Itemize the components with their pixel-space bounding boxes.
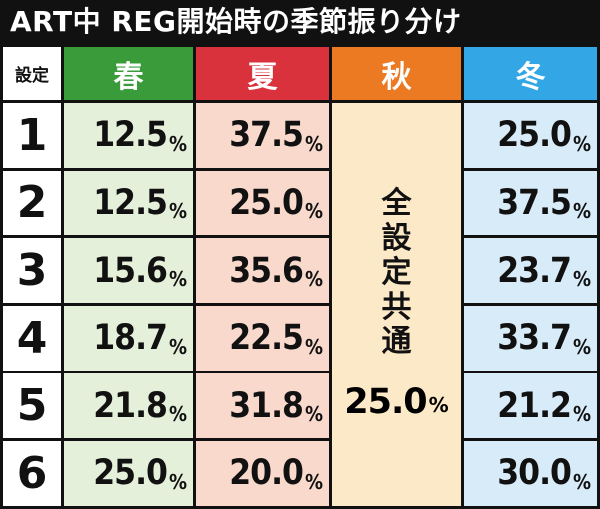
- setting-number: 2: [3, 170, 61, 236]
- percent-sign: %: [168, 469, 187, 494]
- setting-number: 1: [3, 103, 61, 168]
- summer-value-number: 37.5: [229, 115, 304, 156]
- autumn-value: 25.0: [344, 381, 427, 422]
- summer-value: 35.6%: [196, 238, 329, 303]
- winter-value-number: 33.7: [497, 318, 572, 359]
- winter-value: 21.2%: [464, 373, 597, 439]
- header-summer: 夏: [196, 47, 329, 100]
- percent-sign: %: [168, 402, 187, 427]
- spring-value-number: 15.6: [93, 250, 168, 291]
- header-autumn: 秋: [332, 47, 461, 100]
- percent-sign: %: [304, 334, 323, 359]
- percent-sign: %: [572, 469, 591, 494]
- summer-value-number: 25.0: [229, 182, 304, 223]
- spring-value: 12.5%: [64, 103, 193, 168]
- autumn-label-char: 通: [381, 324, 412, 360]
- percent-sign: %: [572, 199, 591, 224]
- winter-value-number: 25.0: [497, 115, 572, 156]
- percent-sign: %: [168, 334, 187, 359]
- percent-sign: %: [304, 199, 323, 224]
- setting-number: 3: [3, 238, 61, 303]
- summer-value: 37.5%: [196, 103, 329, 168]
- spring-value-number: 25.0: [93, 453, 168, 494]
- header-winter: 冬: [464, 47, 597, 100]
- percent-sign: %: [304, 131, 323, 156]
- percent-sign: %: [304, 266, 323, 291]
- spring-value-number: 12.5: [93, 115, 168, 156]
- summer-value: 31.8%: [196, 373, 329, 439]
- percent-sign: %: [304, 469, 323, 494]
- autumn-label-char: 定: [381, 255, 412, 291]
- autumn-merged-cell: 全設定共通 25.0 %: [332, 103, 461, 506]
- setting-number: 4: [3, 305, 61, 371]
- percent-sign: %: [572, 131, 591, 156]
- autumn-label-char: 全: [381, 186, 412, 222]
- winter-value: 37.5%: [464, 170, 597, 236]
- percent-sign: %: [572, 334, 591, 359]
- summer-value: 20.0%: [196, 441, 329, 506]
- autumn-label-char: 共: [381, 289, 412, 325]
- autumn-common-label: 全設定共通: [382, 187, 412, 360]
- spring-value-number: 12.5: [93, 182, 168, 223]
- summer-value-number: 22.5: [229, 318, 304, 359]
- autumn-label-char: 設: [381, 220, 412, 256]
- summer-value-number: 31.8: [229, 385, 304, 426]
- winter-value-number: 23.7: [497, 250, 572, 291]
- spring-value: 25.0%: [64, 441, 193, 506]
- winter-value: 30.0%: [464, 441, 597, 506]
- winter-value: 23.7%: [464, 238, 597, 303]
- setting-number: 5: [3, 373, 61, 439]
- spring-value: 15.6%: [64, 238, 193, 303]
- spring-value-number: 18.7: [93, 318, 168, 359]
- spring-value: 18.7%: [64, 305, 193, 371]
- page-title: ART中 REG開始時の季節振り分け: [0, 0, 600, 44]
- autumn-common-value: 25.0 %: [344, 382, 448, 422]
- winter-value-number: 30.0: [497, 453, 572, 494]
- winter-value: 25.0%: [464, 103, 597, 168]
- percent-sign: %: [168, 131, 187, 156]
- spring-value-number: 21.8: [93, 385, 168, 426]
- percent-sign: %: [572, 266, 591, 291]
- setting-number: 6: [3, 441, 61, 506]
- summer-value: 22.5%: [196, 305, 329, 371]
- summer-value-number: 20.0: [229, 453, 304, 494]
- summer-value: 25.0%: [196, 170, 329, 236]
- spring-value: 21.8%: [64, 373, 193, 439]
- percent-sign: %: [304, 402, 323, 427]
- summer-value-number: 35.6: [229, 250, 304, 291]
- header-setting: 設定: [3, 47, 61, 100]
- percent-sign: %: [168, 266, 187, 291]
- winter-value: 33.7%: [464, 305, 597, 371]
- winter-value-number: 37.5: [497, 182, 572, 223]
- percent-sign: %: [572, 402, 591, 427]
- winter-value-number: 21.2: [497, 385, 572, 426]
- autumn-percent: %: [428, 392, 449, 417]
- header-spring: 春: [64, 47, 193, 100]
- spring-value: 12.5%: [64, 170, 193, 236]
- season-table: 設定 春 夏 秋 冬 1 12.5% 37.5% 25.0% 2 12.5% 25.0% 37…: [0, 44, 600, 509]
- percent-sign: %: [168, 199, 187, 224]
